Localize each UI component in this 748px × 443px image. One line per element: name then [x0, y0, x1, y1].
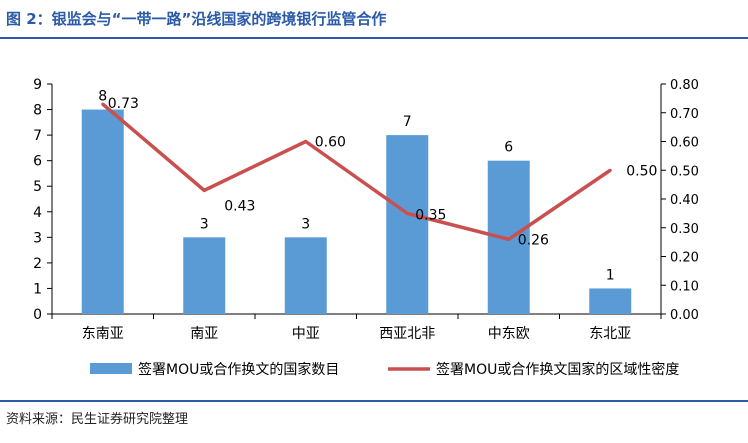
right-tick-label: 0.20 — [670, 251, 699, 266]
bar — [183, 237, 226, 314]
bar-value-label: 3 — [301, 216, 310, 232]
line-point — [608, 168, 612, 172]
line-point — [507, 237, 511, 241]
bar-value-label: 7 — [403, 114, 412, 130]
right-tick-label: 0.30 — [670, 222, 699, 237]
line-series — [101, 102, 612, 241]
left-tick-label: 0 — [33, 307, 42, 323]
bar-value-label: 8 — [98, 89, 107, 105]
line-value-label: 0.43 — [224, 198, 255, 214]
footer-divider — [0, 400, 748, 402]
title-divider — [0, 37, 748, 39]
combo-chart: 0 1 2 3 4 5 6 7 8 9 0.00 0.10 0.20 0.30 0.40 0.50 0.60 0.… — [33, 77, 699, 378]
left-tick-label: 3 — [33, 230, 42, 246]
left-tick-label: 2 — [33, 256, 42, 272]
left-tick-label: 5 — [33, 179, 42, 195]
line-value-label: 0.60 — [315, 135, 346, 151]
right-tick-label: 0.40 — [670, 193, 699, 208]
right-tick-label: 0.70 — [670, 107, 699, 122]
chart-axes: 0 1 2 3 4 5 6 7 8 9 0.00 0.10 0.20 0.30 0.40 0.50 0.60 0.… — [33, 77, 699, 342]
bar — [386, 135, 429, 314]
left-tick-label: 6 — [33, 154, 42, 170]
left-tick-label: 9 — [33, 77, 42, 93]
source-note: 资料来源：民生证券研究院整理 — [6, 412, 189, 427]
density-line — [101, 102, 612, 241]
line-point — [202, 188, 206, 192]
x-tick-label: 中亚 — [292, 326, 320, 342]
data-labels: 8 3 3 7 6 1 0.73 0.43 0.60 0.35 0.26 0.50 — [98, 89, 657, 284]
left-tick-label: 1 — [33, 281, 42, 297]
line-point — [101, 102, 105, 106]
line-value-label: 0.26 — [518, 232, 549, 248]
x-tick-label: 西亚北非 — [379, 326, 435, 342]
legend-line-label: 签署MOU或合作换文国家的区域性密度 — [436, 361, 679, 378]
x-tick-label: 中东欧 — [488, 326, 530, 342]
bar-value-label: 6 — [504, 140, 513, 156]
bar — [589, 288, 632, 314]
chart-legend: 签署MOU或合作换文的国家数目 签署MOU或合作换文国家的区域性密度 — [90, 361, 679, 378]
right-tick-label: 0.50 — [670, 164, 699, 179]
x-tick-label: 东南亚 — [82, 326, 124, 342]
right-tick-label: 0.10 — [670, 279, 699, 294]
legend-bar-label: 签署MOU或合作换文的国家数目 — [138, 361, 339, 378]
line-point — [304, 140, 308, 143]
right-tick-label: 0.60 — [670, 136, 699, 151]
x-tick-label: 东北亚 — [589, 326, 631, 342]
line-value-label: 0.35 — [415, 207, 446, 223]
line-value-label: 0.73 — [108, 96, 139, 112]
left-tick-label: 8 — [33, 103, 42, 119]
bar — [81, 109, 124, 314]
right-tick-label: 0.00 — [670, 308, 699, 323]
bar-series — [81, 109, 632, 314]
legend-bar-swatch — [90, 363, 132, 374]
bar-value-label: 3 — [200, 216, 209, 232]
left-tick-label: 7 — [33, 128, 42, 144]
x-tick-label: 南亚 — [190, 326, 218, 342]
page-title: 图 2：银监会与“一带一路”沿线国家的跨境银行监管合作 — [6, 10, 387, 28]
line-point — [405, 211, 409, 215]
left-tick-label: 4 — [33, 205, 42, 221]
bar-value-label: 1 — [606, 267, 615, 283]
right-tick-label: 0.80 — [670, 78, 699, 93]
line-value-label: 0.50 — [626, 163, 657, 179]
bar — [284, 237, 327, 314]
